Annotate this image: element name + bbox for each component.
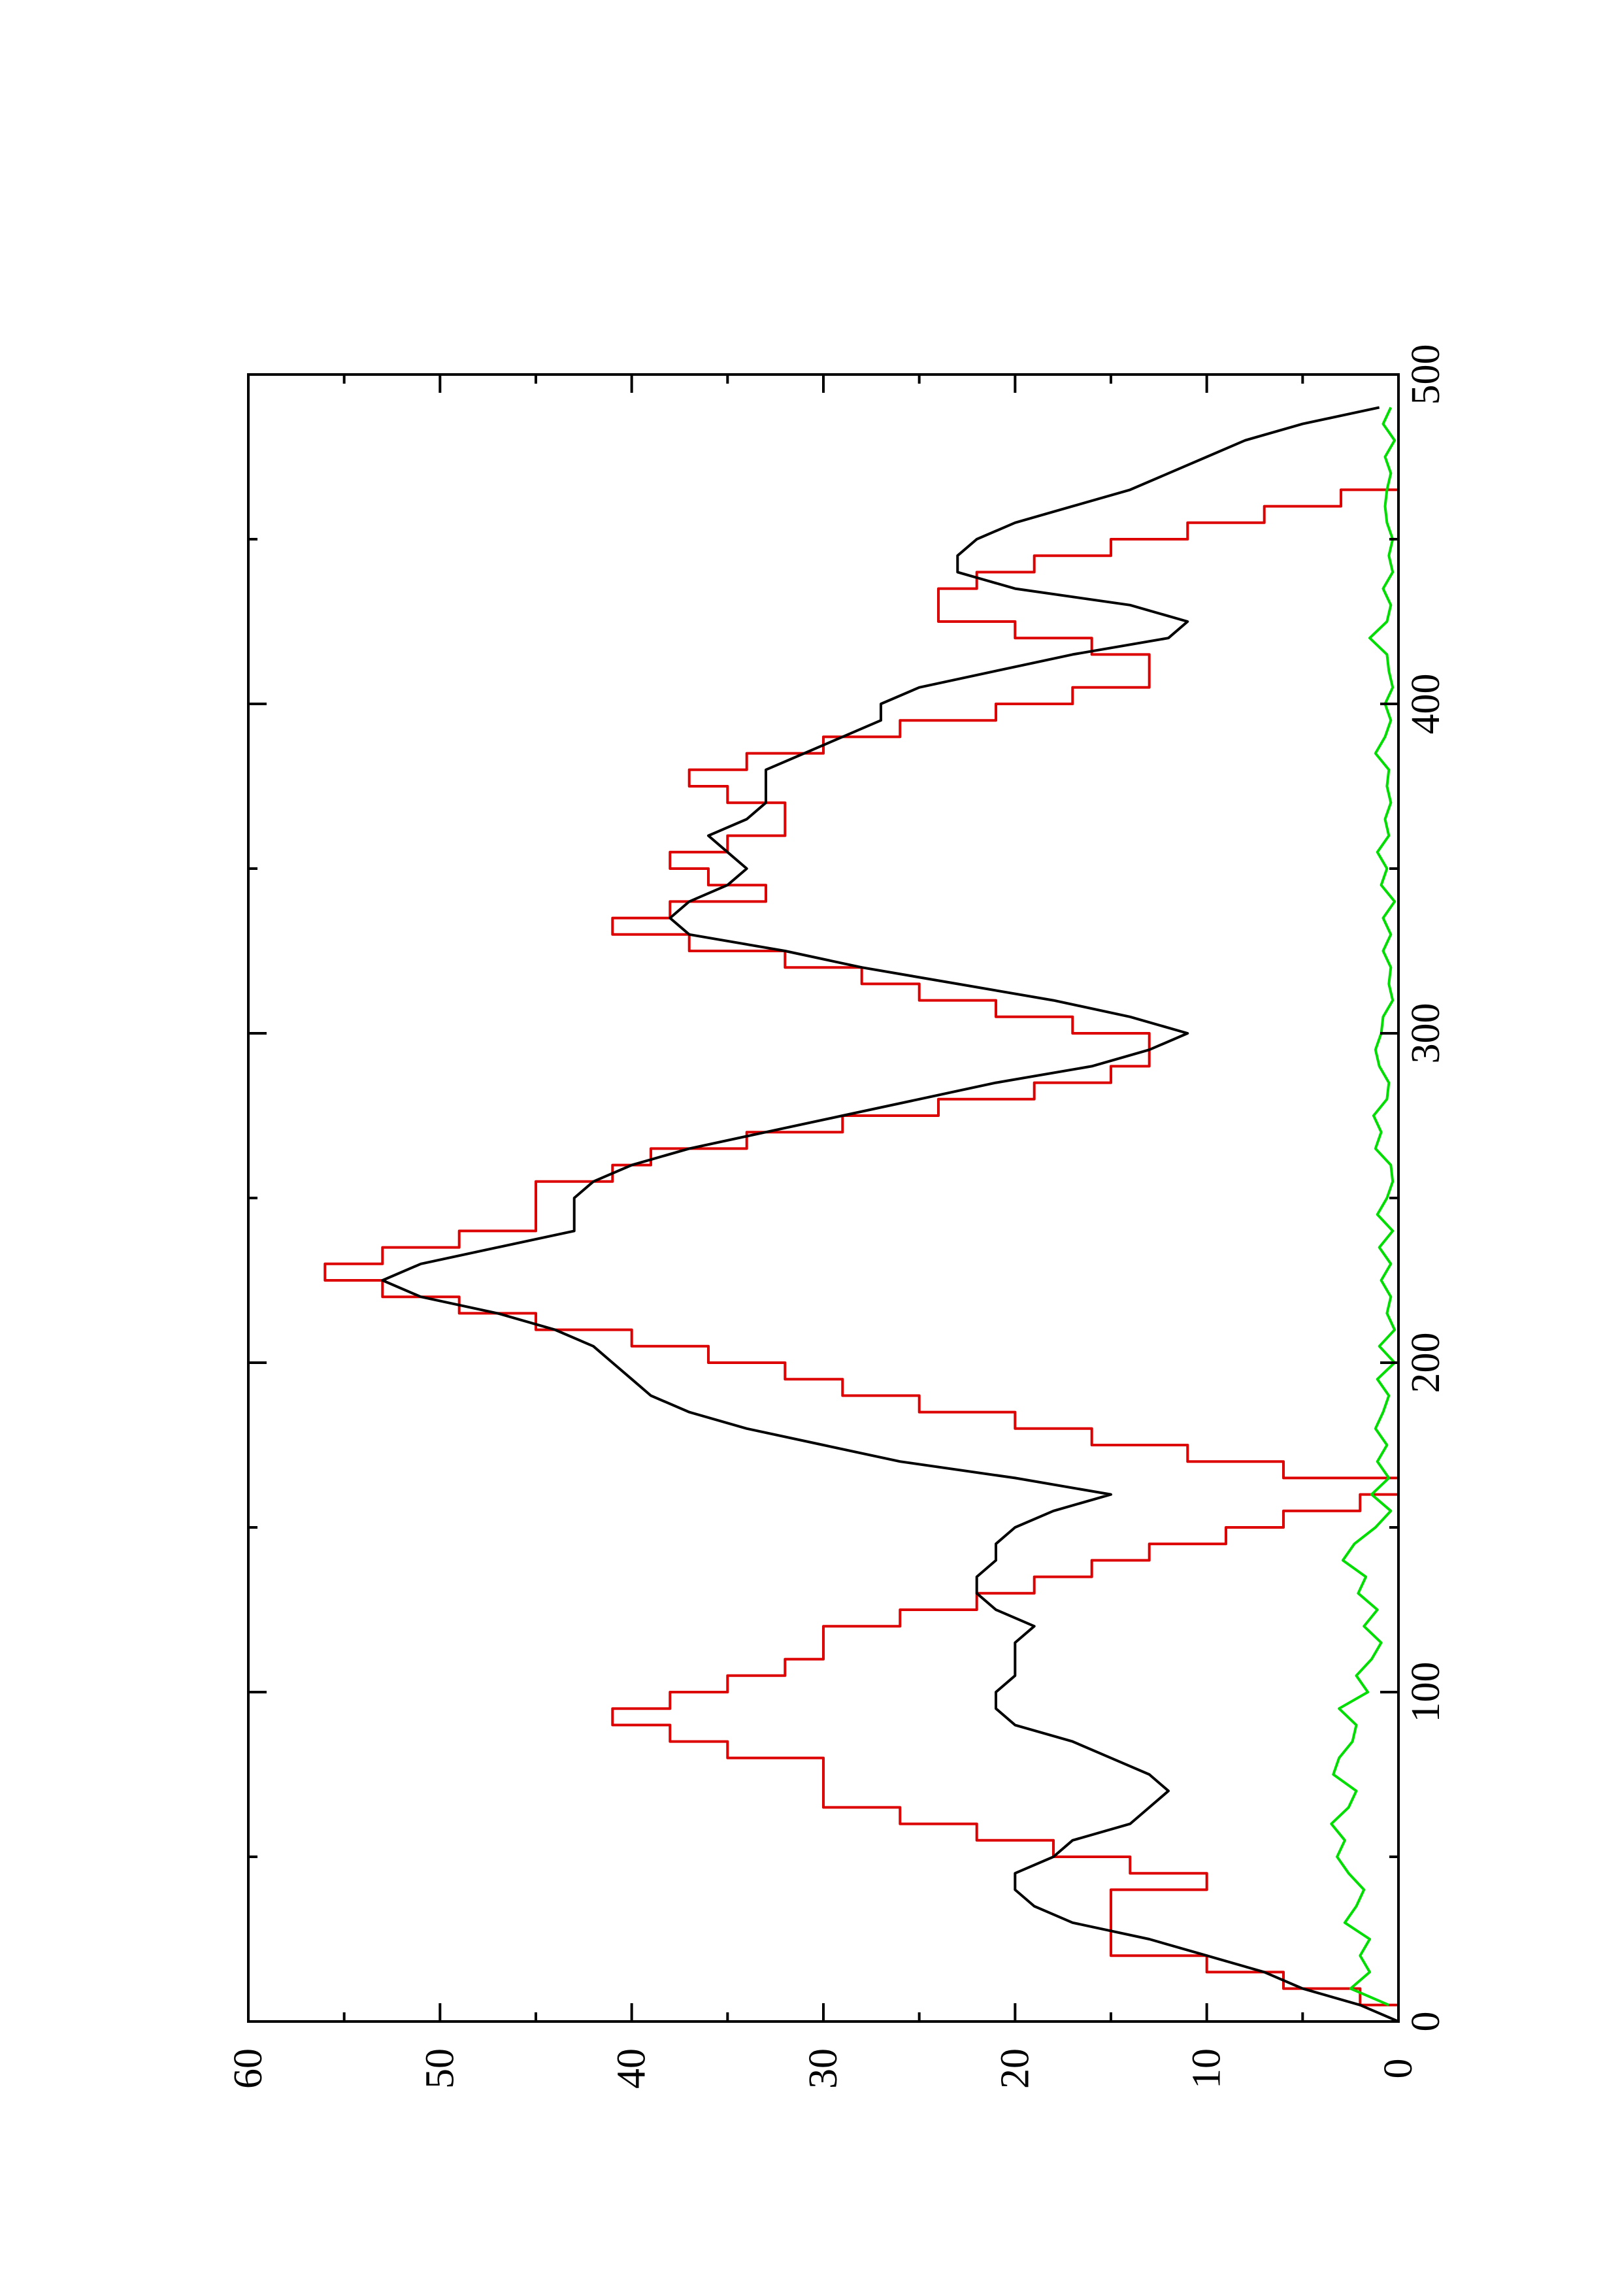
labels-layer: 0 100 200 300 400 500 0 10 20 30 40 50 60 [226, 344, 1448, 2089]
x-tick-label-0: 0 [1404, 2012, 1448, 2032]
series-layer [323, 406, 1400, 2023]
y-tick-label-60: 60 [226, 2048, 271, 2089]
series-line-1 [323, 424, 1400, 2021]
y-tick-label-50: 50 [418, 2048, 462, 2089]
x-tick-label-200: 200 [1404, 1333, 1448, 1393]
x-tick-label-100: 100 [1404, 1662, 1448, 1723]
y-tick-label-30: 30 [801, 2048, 846, 2089]
x-tick-label-400: 400 [1404, 674, 1448, 735]
series-line-2 [381, 406, 1399, 2023]
y-tick-label-20: 20 [993, 2048, 1037, 2089]
x-tick-label-300: 300 [1404, 1003, 1448, 1064]
series-line-3 [1330, 407, 1397, 2006]
plot-frame [247, 373, 1400, 2023]
y-tick-label-0: 0 [1376, 2059, 1421, 2079]
y-tick-label-40: 40 [610, 2048, 654, 2089]
y-tick-label-10: 10 [1185, 2048, 1229, 2089]
x-tick-label-500: 500 [1404, 344, 1448, 405]
